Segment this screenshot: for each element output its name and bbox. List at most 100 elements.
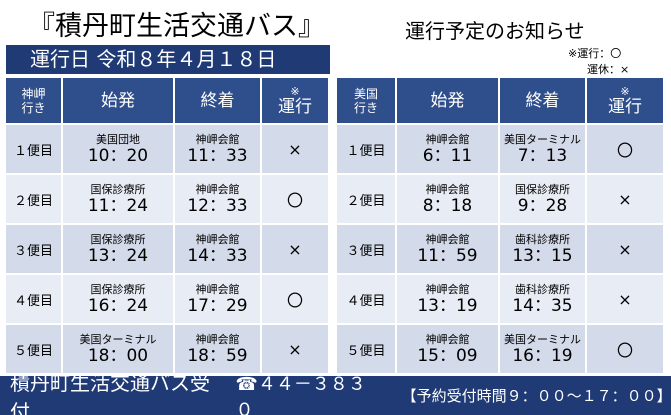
status-cell: ×	[587, 225, 663, 273]
arrival-cell: 神岬会館 17：29	[175, 275, 260, 323]
destination-stop: 国保診療所	[515, 182, 570, 196]
departure-time: 11：24	[87, 195, 149, 216]
footer-name: 積丹町生活交通バス受付	[10, 370, 210, 415]
column-header: 始発	[63, 78, 173, 123]
header-line: 終着	[200, 90, 235, 111]
departure-cell: 神岬会館 15：09	[397, 325, 498, 373]
arrival-time: 18：59	[187, 345, 248, 366]
destination-stop: 神岬会館	[195, 132, 240, 146]
trip-cell: １便目	[6, 125, 61, 173]
departure-cell: 美国ターミナル 18：00	[63, 325, 173, 373]
header-line: ※	[290, 84, 300, 98]
destination-stop: 歯科診療所	[515, 232, 570, 246]
trip: ２便目	[13, 193, 53, 209]
status: ×	[288, 239, 302, 259]
footer-phone: ☎４４－３８３０	[235, 373, 366, 415]
status-cell: ×	[262, 125, 328, 173]
legend-stop: 運休：×	[587, 63, 630, 76]
destination-stop: 神岬会館	[195, 282, 240, 296]
legend-run: ※運行：〇	[568, 47, 622, 60]
departure-cell: 国保診療所 13：24	[63, 225, 173, 273]
status: 〇	[286, 291, 303, 310]
arrival-time: 13：15	[512, 245, 573, 266]
arrival-cell: 神岬会館 18：59	[175, 325, 260, 373]
date-bar: 運行日 令和８年４月１８日	[6, 45, 330, 74]
arrival-cell: 歯科診療所 13：15	[500, 225, 585, 273]
departure-cell: 神岬会館 13：19	[397, 275, 498, 323]
departure-cell: 美国団地 10：20	[63, 125, 173, 173]
status: 〇	[286, 191, 303, 210]
header-line: ※	[620, 84, 630, 98]
trip-cell: ３便目	[337, 225, 395, 273]
trip-cell: ２便目	[6, 175, 61, 223]
trip-cell: ５便目	[337, 325, 395, 373]
status-cell: ×	[262, 325, 328, 373]
departure-cell: 国保診療所 16：24	[63, 275, 173, 323]
header-line: 運行	[278, 96, 312, 117]
trip-cell: ４便目	[337, 275, 395, 323]
departure-time: 18：00	[87, 345, 149, 366]
status: ×	[618, 189, 632, 209]
trip: ３便目	[13, 243, 53, 259]
status-cell: ×	[262, 225, 328, 273]
status: 〇	[616, 141, 633, 160]
departure-time: 11：59	[417, 245, 478, 266]
trip: ４便目	[346, 293, 386, 309]
departure-cell: 国保診療所 11：24	[63, 175, 173, 223]
status-cell: ×	[587, 275, 663, 323]
arrival-time: 17：29	[187, 295, 248, 316]
trip-cell: ５便目	[6, 325, 61, 373]
arrival-time: 11：33	[187, 145, 248, 166]
origin-stop: 神岬会館	[425, 282, 470, 296]
origin-stop: 神岬会館	[425, 232, 470, 246]
footer-hours: 【予約受付時間９：００～１７：００】	[401, 387, 671, 405]
arrival-cell: 神岬会館 11：33	[175, 125, 260, 173]
arrival-time: 7：13	[517, 145, 568, 166]
status: ×	[288, 339, 302, 359]
origin-stop: 国保診療所	[90, 282, 146, 296]
header-line: 終着	[525, 90, 560, 111]
trip: ５便目	[346, 343, 386, 359]
origin-stop: 国保診療所	[90, 232, 146, 246]
status-cell: 〇	[587, 125, 663, 173]
header-line: 運行	[608, 96, 642, 117]
arrival-time: 16：19	[512, 345, 573, 366]
arrival-time: 12：33	[187, 195, 248, 216]
status-cell: 〇	[587, 325, 663, 373]
trip: ３便目	[346, 243, 386, 259]
status-cell: 〇	[262, 175, 328, 223]
trip: ２便目	[346, 193, 386, 209]
origin-stop: 美国団地	[96, 132, 140, 146]
column-header: 始発	[397, 78, 498, 123]
footer: 積丹町生活交通バス受付 ☎４４－３８３０ 【予約受付時間９：００～１７：００】	[0, 371, 671, 415]
column-header: 美国 行き	[337, 78, 395, 123]
arrival-cell: 国保診療所 9：28	[500, 175, 585, 223]
header-line: 始発	[101, 90, 135, 111]
departure-time: 16：24	[87, 295, 149, 316]
arrival-cell: 神岬会館 14：33	[175, 225, 260, 273]
trip-cell: １便目	[337, 125, 395, 173]
status-cell: ×	[587, 175, 663, 223]
status: ×	[618, 289, 632, 309]
departure-time: 15：09	[417, 345, 478, 366]
arrival-cell: 歯科診療所 14：35	[500, 275, 585, 323]
destination-stop: 歯科診療所	[515, 282, 570, 296]
departure-time: 13：24	[87, 245, 149, 266]
arrival-time: 14：35	[512, 295, 573, 316]
trip: ５便目	[13, 343, 53, 359]
origin-stop: 神岬会館	[425, 182, 470, 196]
header-line: 始発	[430, 90, 465, 111]
trip-cell: ２便目	[337, 175, 395, 223]
origin-stop: 美国ターミナル	[79, 332, 157, 346]
origin-stop: 神岬会館	[425, 332, 470, 346]
status: 〇	[616, 341, 633, 360]
departure-cell: 神岬会館 6：11	[397, 125, 498, 173]
arrival-cell: 美国ターミナル 7：13	[500, 125, 585, 173]
trip: １便目	[346, 143, 386, 159]
origin-stop: 国保診療所	[90, 182, 146, 196]
column-header: 終着	[500, 78, 585, 123]
header-line: 美国	[353, 86, 378, 101]
destination-stop: 美国ターミナル	[504, 132, 581, 146]
header-line: 行き	[353, 100, 378, 115]
